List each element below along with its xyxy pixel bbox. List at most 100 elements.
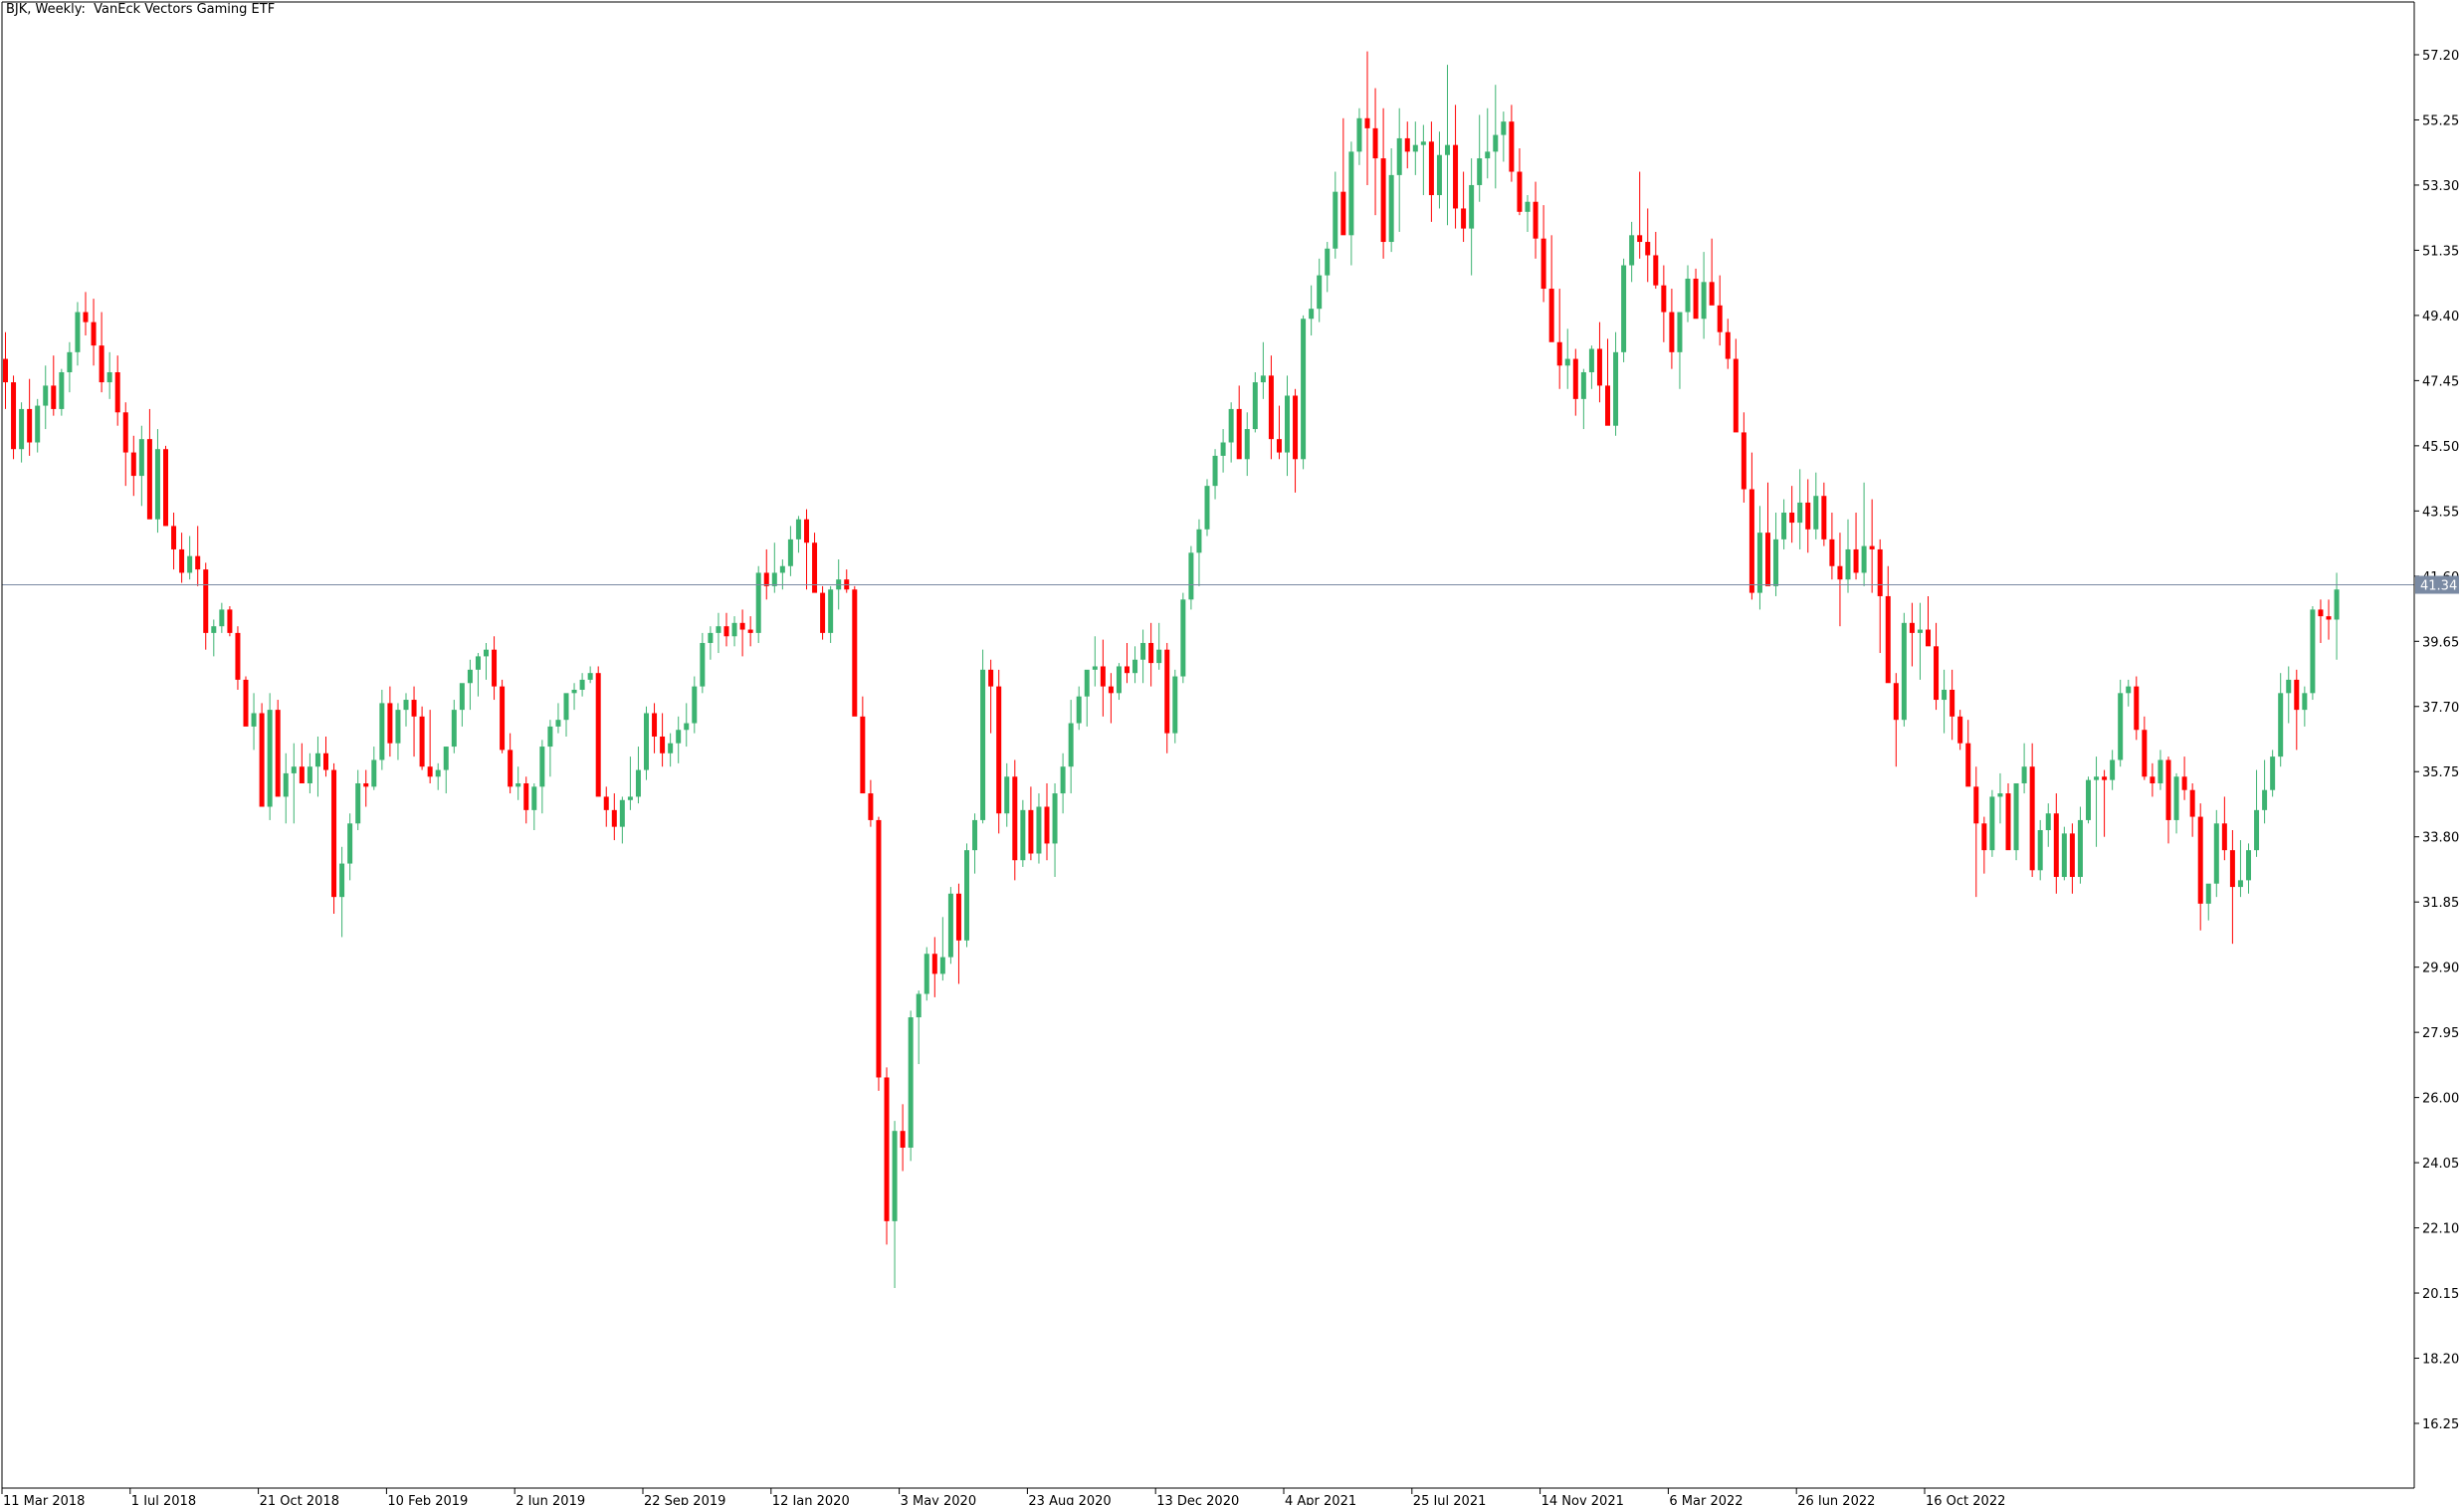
candle-body	[1965, 743, 1971, 787]
candle	[1989, 789, 1995, 857]
candle-body	[1396, 137, 1402, 175]
candle-body	[2310, 609, 2316, 694]
candle-body	[51, 385, 57, 409]
candle-body	[1348, 151, 1354, 236]
candle	[828, 585, 834, 643]
candle-body	[2077, 819, 2083, 878]
candle-body	[2254, 809, 2260, 851]
candle-body	[1901, 622, 1907, 721]
candle-body	[283, 772, 289, 797]
candle	[1621, 258, 1627, 362]
candle-body	[779, 565, 785, 573]
candle-body	[339, 863, 345, 898]
candle-body	[235, 632, 241, 680]
candle	[2029, 743, 2035, 878]
candle-body	[2326, 616, 2332, 620]
candle-body	[3, 358, 8, 383]
candle-body	[1076, 696, 1082, 724]
candle	[676, 716, 682, 763]
candle-body	[2150, 776, 2156, 783]
candle	[2134, 676, 2140, 741]
candle-body	[1917, 629, 1923, 633]
candle-body	[1926, 629, 1931, 647]
candle-body	[1613, 351, 1619, 426]
candle-body	[716, 626, 721, 633]
candle	[2205, 883, 2211, 921]
x-tick-label: 11 Mar 2018	[3, 1494, 85, 1505]
candle-body	[314, 752, 320, 767]
candle-body	[539, 747, 545, 787]
y-tick-label: 49.40	[2422, 310, 2459, 324]
candle-body	[868, 793, 874, 820]
candle	[964, 843, 969, 948]
candle-body	[563, 693, 569, 721]
candle-body	[523, 782, 529, 810]
candle-body	[2142, 730, 2148, 777]
current-price-label: 41.34	[2420, 579, 2457, 594]
candle	[2102, 769, 2108, 837]
candle-body	[972, 819, 978, 851]
candle	[1845, 519, 1851, 593]
candle-body	[2229, 850, 2235, 888]
candle	[1116, 663, 1122, 701]
candle	[1309, 285, 1315, 336]
candle	[508, 733, 513, 794]
x-tick-label: 2 Jun 2019	[515, 1494, 585, 1505]
x-tick-label: 23 Aug 2020	[1028, 1494, 1111, 1505]
candle-body	[1717, 305, 1723, 332]
candle	[2150, 762, 2156, 797]
candle	[1148, 622, 1154, 687]
candle-body	[1172, 676, 1178, 734]
candle-body	[676, 730, 682, 744]
candle-body	[1997, 793, 2003, 797]
candle	[771, 542, 777, 593]
x-tick-label: 10 Feb 2019	[387, 1494, 468, 1505]
candle-body	[1220, 442, 1226, 456]
candle	[67, 341, 73, 393]
x-tick-label: 22 Sep 2019	[644, 1494, 725, 1505]
candle	[763, 548, 769, 600]
candle	[1901, 612, 1907, 727]
candle-body	[267, 710, 273, 807]
candle-body	[1244, 429, 1250, 460]
candle-body	[1044, 806, 1050, 844]
candle-body	[1020, 809, 1026, 861]
candle	[1685, 265, 1691, 322]
candle-body	[1252, 382, 1258, 430]
candle	[1052, 782, 1058, 878]
candle-body	[892, 1131, 898, 1221]
candle-body	[1661, 285, 1667, 313]
candle-body	[1861, 545, 1867, 573]
candle-body	[1036, 806, 1042, 854]
candle-body	[908, 1017, 914, 1148]
candle	[211, 619, 217, 657]
candle	[3, 331, 8, 409]
candle-body	[1685, 278, 1691, 313]
x-tick-label: 6 Mar 2022	[1669, 1494, 1743, 1505]
candle	[1164, 642, 1170, 753]
candle	[1909, 602, 1915, 667]
candle	[908, 1010, 914, 1162]
candle-body	[99, 345, 104, 383]
candle	[563, 693, 569, 737]
candle-body	[1950, 689, 1955, 717]
y-tick-label: 31.85	[2422, 896, 2459, 911]
candle-body	[1645, 242, 1651, 256]
candle	[539, 740, 545, 814]
candle-body	[1493, 134, 1499, 152]
candle	[1572, 348, 1578, 416]
candle-body	[708, 632, 714, 643]
candle	[299, 743, 305, 783]
candle	[1588, 345, 1594, 389]
candle	[1317, 258, 1323, 322]
candle	[972, 813, 978, 874]
candle	[1781, 499, 1787, 549]
candle-body	[1517, 171, 1523, 212]
candle	[2270, 750, 2276, 797]
candle	[627, 756, 633, 810]
candle	[2246, 843, 2251, 894]
candle	[1068, 700, 1074, 794]
candle	[1548, 235, 1554, 342]
